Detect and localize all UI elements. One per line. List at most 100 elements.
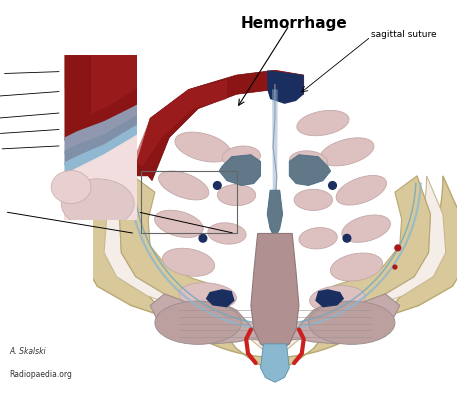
Circle shape — [94, 185, 97, 189]
Circle shape — [343, 234, 351, 242]
Text: sagittal suture: sagittal suture — [371, 30, 437, 39]
Ellipse shape — [336, 175, 386, 205]
Ellipse shape — [217, 184, 255, 206]
Circle shape — [109, 186, 113, 191]
Circle shape — [104, 105, 107, 108]
Ellipse shape — [179, 283, 237, 309]
Circle shape — [328, 182, 337, 189]
Circle shape — [114, 124, 118, 130]
Circle shape — [67, 69, 73, 76]
Polygon shape — [150, 294, 400, 348]
Polygon shape — [119, 176, 217, 303]
Ellipse shape — [320, 138, 374, 166]
Ellipse shape — [175, 132, 231, 162]
Circle shape — [84, 102, 90, 108]
Circle shape — [66, 180, 72, 186]
Ellipse shape — [208, 223, 246, 244]
Polygon shape — [104, 176, 446, 358]
Ellipse shape — [159, 171, 209, 200]
Circle shape — [75, 132, 79, 136]
Circle shape — [113, 180, 118, 185]
Circle shape — [213, 182, 221, 189]
Circle shape — [117, 124, 123, 132]
Text: Hemorrhage: Hemorrhage — [241, 16, 347, 31]
Polygon shape — [333, 176, 430, 303]
Ellipse shape — [309, 301, 395, 344]
Circle shape — [91, 103, 96, 109]
Polygon shape — [315, 289, 344, 307]
Circle shape — [95, 113, 101, 121]
Ellipse shape — [289, 151, 328, 172]
Ellipse shape — [155, 301, 241, 344]
Circle shape — [110, 124, 116, 131]
Circle shape — [110, 130, 115, 136]
Circle shape — [395, 245, 401, 251]
Polygon shape — [64, 124, 137, 177]
Polygon shape — [64, 55, 137, 141]
Polygon shape — [272, 90, 278, 224]
Circle shape — [95, 90, 100, 95]
Polygon shape — [267, 70, 304, 104]
Circle shape — [281, 83, 288, 90]
Polygon shape — [64, 114, 137, 165]
Ellipse shape — [61, 179, 134, 228]
Circle shape — [129, 199, 135, 206]
Circle shape — [97, 81, 101, 86]
Circle shape — [393, 265, 397, 269]
Circle shape — [112, 104, 118, 112]
Text: A. Skalski: A. Skalski — [9, 347, 46, 356]
Circle shape — [118, 86, 122, 92]
Ellipse shape — [51, 171, 91, 204]
Circle shape — [118, 181, 120, 185]
Polygon shape — [261, 344, 289, 382]
Circle shape — [117, 156, 121, 162]
Circle shape — [76, 166, 81, 171]
Circle shape — [103, 179, 108, 186]
Circle shape — [112, 79, 115, 83]
Polygon shape — [83, 176, 467, 371]
Ellipse shape — [310, 286, 365, 312]
Circle shape — [82, 145, 85, 148]
Polygon shape — [206, 289, 235, 307]
Ellipse shape — [222, 146, 261, 167]
Circle shape — [120, 155, 126, 162]
Circle shape — [105, 79, 108, 82]
Circle shape — [73, 199, 77, 204]
Polygon shape — [91, 55, 137, 114]
Circle shape — [80, 104, 84, 110]
Ellipse shape — [299, 228, 337, 249]
Circle shape — [89, 208, 95, 216]
Circle shape — [120, 118, 124, 122]
Ellipse shape — [342, 215, 391, 242]
Text: pia mater: pia mater — [0, 92, 59, 104]
Circle shape — [91, 131, 94, 134]
Circle shape — [116, 209, 119, 214]
Polygon shape — [64, 55, 137, 220]
Text: periosteal layer: periosteal layer — [0, 113, 59, 125]
Polygon shape — [267, 190, 283, 238]
Text: arachnoid mater: arachnoid mater — [0, 146, 59, 155]
Ellipse shape — [297, 110, 349, 136]
Circle shape — [77, 191, 83, 198]
Polygon shape — [133, 70, 304, 181]
Polygon shape — [289, 155, 330, 185]
Polygon shape — [219, 155, 261, 185]
Circle shape — [114, 127, 118, 132]
Circle shape — [83, 208, 89, 215]
Polygon shape — [119, 176, 430, 348]
Ellipse shape — [163, 248, 215, 276]
Text: Radiopaedia.org: Radiopaedia.org — [9, 370, 73, 379]
Circle shape — [111, 69, 118, 77]
Bar — [140, 171, 237, 233]
Circle shape — [69, 79, 74, 86]
Polygon shape — [251, 233, 299, 353]
Ellipse shape — [155, 210, 203, 237]
Text: meningeal layer: meningeal layer — [0, 129, 59, 140]
Polygon shape — [64, 134, 137, 220]
Circle shape — [91, 71, 94, 74]
Circle shape — [124, 94, 126, 97]
Text: squamous suture: squamous suture — [0, 70, 59, 79]
Circle shape — [199, 234, 207, 242]
Ellipse shape — [330, 253, 383, 281]
Polygon shape — [133, 80, 227, 166]
